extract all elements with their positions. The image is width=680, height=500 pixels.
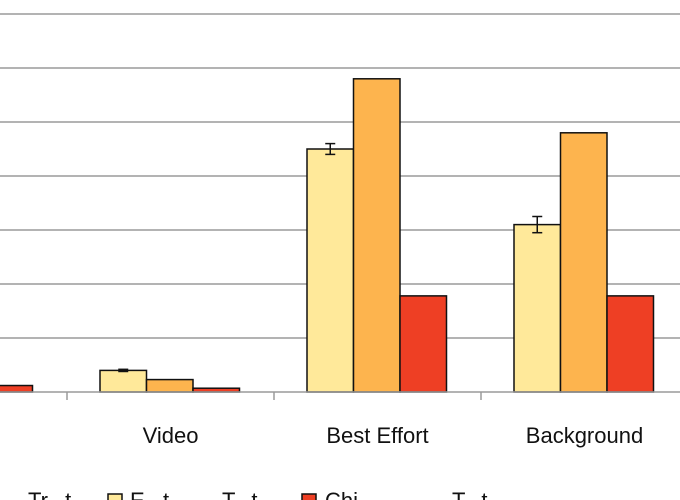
legend-label: E...t bbox=[130, 488, 169, 500]
bar bbox=[399, 295, 448, 393]
legend-label: Chi... bbox=[325, 488, 376, 500]
bar bbox=[606, 295, 655, 393]
bar bbox=[513, 223, 562, 393]
legend-swatch bbox=[301, 493, 317, 500]
legend-label: T...t bbox=[452, 488, 487, 500]
legend: Tr...t E...t T...t Chi... T...t bbox=[28, 488, 487, 500]
bar bbox=[0, 384, 34, 393]
legend-label: T...t bbox=[222, 488, 257, 500]
bar bbox=[99, 369, 148, 393]
legend-swatch bbox=[107, 493, 123, 500]
tick-labels: Video Best Effort Background bbox=[143, 423, 644, 448]
x-axis bbox=[0, 391, 680, 400]
x-tick-label: Background bbox=[526, 423, 643, 448]
bars bbox=[0, 78, 655, 393]
bar bbox=[559, 132, 608, 393]
bar bbox=[145, 378, 194, 393]
legend-label: Tr...t bbox=[28, 488, 71, 500]
x-tick-label: Best Effort bbox=[326, 423, 428, 448]
bar bbox=[306, 148, 355, 393]
x-tick-label: Video bbox=[143, 423, 199, 448]
bar bbox=[352, 78, 401, 393]
